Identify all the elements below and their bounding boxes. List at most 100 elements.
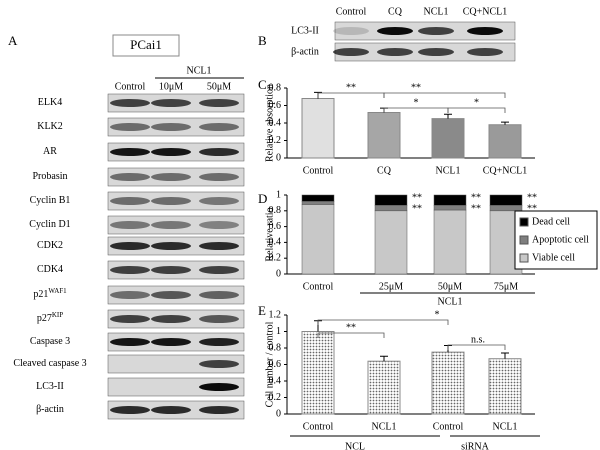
blot-band (333, 27, 369, 35)
blot-band (199, 315, 239, 323)
group-label: NCL1 (438, 296, 463, 307)
x-tick-label: Control (303, 281, 334, 292)
error-bar (501, 121, 509, 125)
panel-letter: B (258, 33, 267, 48)
blot-strip (107, 215, 245, 235)
annotation: ** (346, 82, 356, 93)
blot-band (151, 173, 191, 181)
blot-band (199, 291, 239, 299)
bar-segment (433, 205, 467, 211)
row-label: KLK2 (37, 121, 63, 132)
x-tick-label: CQ (377, 165, 392, 176)
row-label: CDK4 (37, 264, 63, 275)
bar-segment (301, 204, 335, 275)
legend-label: Dead cell (532, 216, 570, 227)
bar-segment (489, 205, 523, 212)
blot-band (110, 266, 150, 274)
bar-segment (374, 205, 408, 212)
blot-strip (107, 377, 245, 397)
bar (488, 124, 522, 159)
panel-letter: D (258, 191, 267, 206)
column-label: CQ (388, 6, 403, 17)
legend-label: Apoptotic cell (532, 234, 589, 245)
blot-band (199, 173, 239, 181)
blot-band (199, 123, 239, 131)
y-tick-label: 0.4 (269, 375, 282, 386)
cell-line: PCai1 (130, 37, 162, 52)
blot-band (199, 221, 239, 229)
blot-band (110, 315, 150, 323)
blot-band (467, 27, 503, 35)
row-label-text: Cleaved caspase 3 (13, 358, 86, 369)
column-label: CQ+NCL1 (463, 6, 508, 17)
x-tick-label: NCL1 (372, 421, 397, 432)
row-label-text: p27 (37, 313, 52, 324)
blot-band (199, 266, 239, 274)
row-label-text: Caspase 3 (30, 336, 70, 347)
blot-band (151, 242, 191, 250)
bracket (317, 92, 385, 98)
y-tick-label: 0 (276, 152, 281, 163)
panel-letter: E (258, 303, 266, 318)
row-label-text: Probasin (33, 171, 68, 182)
blot-band (151, 99, 191, 107)
y-axis-label: Cell number / control (264, 321, 275, 407)
bar-segment (374, 210, 408, 275)
blot-band (418, 27, 454, 35)
y-tick-label: 0.6 (269, 100, 282, 111)
y-tick-label: 0.4 (269, 237, 282, 248)
row-label: p27KIP (37, 311, 63, 325)
annotation: ** (412, 203, 422, 214)
y-tick-label: 1 (276, 326, 281, 337)
row-label: Caspase 3 (30, 336, 70, 347)
legend-label: Viable cell (532, 252, 575, 263)
x-tick-label: 25μM (379, 281, 403, 292)
error-bar (380, 355, 388, 362)
blot-band (151, 406, 191, 414)
row-label-text: Cyclin D1 (29, 219, 70, 230)
blot-band (199, 383, 239, 391)
blot-band (151, 221, 191, 229)
row-label: AR (43, 146, 57, 157)
y-tick-label: 1.2 (269, 309, 282, 320)
row-label-text: Cyclin B1 (30, 195, 71, 206)
x-tick-label: Control (303, 421, 334, 432)
y-tick-label: 0.8 (269, 205, 282, 216)
legend-swatch (519, 217, 529, 227)
blot-band (151, 291, 191, 299)
panel-letter: C (258, 77, 267, 92)
blot-band (199, 148, 239, 156)
column-label: 50μM (207, 81, 231, 92)
group-label: NCL1 (187, 65, 212, 76)
row-label: Cleaved caspase 3 (13, 358, 86, 369)
y-tick-label: 0.8 (269, 82, 282, 93)
bracket (317, 332, 385, 338)
annotation: ** (346, 322, 356, 333)
x-tick-label: NCL1 (436, 165, 461, 176)
bar (301, 331, 335, 415)
x-tick-label: 75μM (494, 281, 518, 292)
row-label-text: AR (43, 146, 57, 157)
row-label-text: CDK4 (37, 264, 63, 275)
error-bar (444, 113, 452, 119)
annotation: n.s. (471, 334, 485, 345)
panel-letter: A (8, 33, 18, 48)
row-label: β-actin (36, 404, 64, 415)
row-label-text: p21 (33, 289, 48, 300)
y-tick-label: 1 (276, 189, 281, 200)
blot-band (199, 99, 239, 107)
blot-strip (107, 354, 245, 374)
legend-box (514, 210, 598, 270)
blot-band (151, 266, 191, 274)
blot-band (151, 123, 191, 131)
bar (431, 118, 465, 159)
annotation: * (414, 97, 419, 108)
blot-band (199, 338, 239, 346)
bracket (383, 92, 506, 98)
blot-band (377, 27, 413, 35)
blot-band (199, 242, 239, 250)
bar (488, 358, 522, 415)
y-axis-label: Relative absorption (264, 84, 275, 162)
bracket (317, 319, 449, 325)
column-label: 10μM (159, 81, 183, 92)
